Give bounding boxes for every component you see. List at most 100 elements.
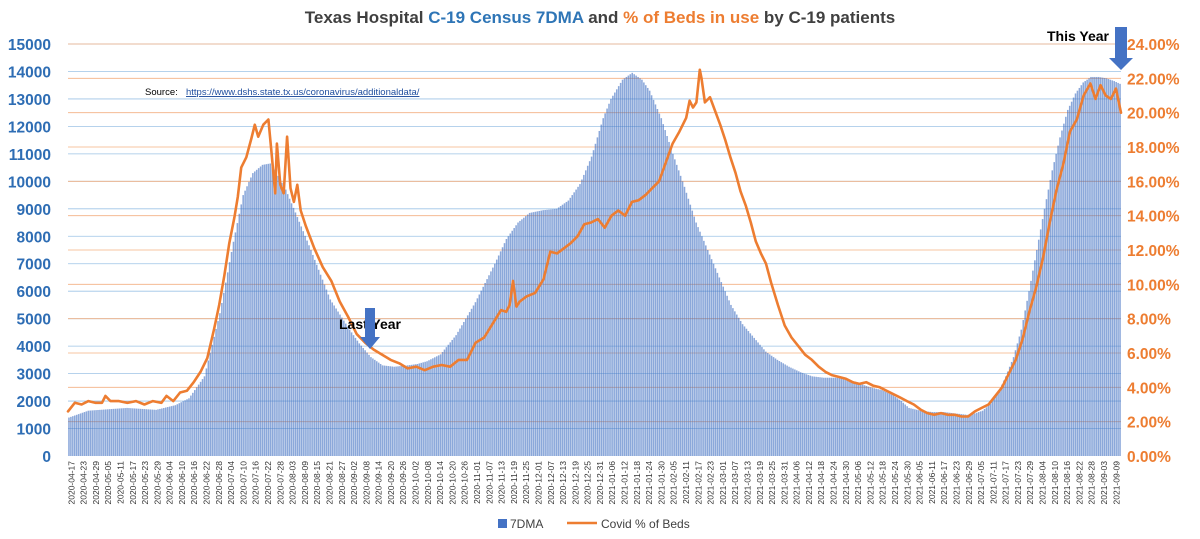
bar-7dma [805, 374, 808, 456]
x-axis-tick-label: 2020-07-28 [275, 461, 285, 505]
bar-7dma [801, 372, 804, 456]
bar-7dma [879, 389, 881, 456]
bar-7dma [166, 407, 169, 456]
bar-7dma [246, 186, 248, 456]
chart-title-suffix: by C-19 patients [759, 8, 895, 27]
left-axis-tick-label: 3000 [17, 367, 51, 384]
bar-7dma [352, 335, 355, 456]
bar-7dma [505, 239, 508, 456]
bar-7dma [894, 396, 897, 456]
x-axis-tick-label: 2021-01-18 [632, 461, 642, 505]
bar-7dma [385, 365, 388, 456]
bar-7dma [1012, 357, 1015, 456]
left-axis-tick-label: 6000 [17, 284, 51, 301]
x-axis-tick-label: 2021-09-03 [1099, 461, 1109, 505]
x-axis-tick-label: 2021-07-11 [988, 461, 998, 504]
right-axis-tick-label: 12.00% [1127, 243, 1180, 260]
bar-7dma [135, 408, 138, 456]
bar-7dma [141, 408, 144, 456]
bar-7dma [244, 190, 246, 457]
bar-7dma [89, 410, 92, 456]
right-axis-tick-label: 0.00% [1127, 449, 1171, 466]
bar-7dma [664, 130, 666, 456]
bar-7dma [426, 361, 428, 456]
bar-7dma [776, 359, 779, 456]
x-axis-tick-label: 2021-04-30 [841, 461, 851, 505]
bar-7dma [77, 414, 80, 456]
bar-7dma [362, 347, 364, 456]
bar-7dma [242, 195, 244, 456]
left-axis-ticks: 0 1000 2000 3000 4000 5000 6000 7000 8000 9000 100… [8, 37, 51, 466]
bar-7dma [408, 365, 411, 456]
left-axis-tick-label: 11000 [9, 147, 51, 164]
bar-7dma [741, 324, 744, 456]
left-axis-tick-label: 10000 [8, 174, 51, 191]
bar-7dma [259, 166, 262, 456]
bar-7dma [774, 358, 777, 456]
bar-7dma [865, 385, 868, 456]
right-axis-tick-label: 14.00% [1127, 209, 1180, 226]
bar-7dma [492, 267, 494, 456]
bar-7dma [972, 413, 974, 456]
x-axis-tick-label: 2020-08-09 [300, 461, 310, 505]
bar-7dma [261, 164, 264, 456]
chart-title: Texas Hospital C-19 Census 7DMA and % of… [305, 8, 895, 27]
bar-7dma [540, 210, 543, 456]
bar-7dma [358, 343, 361, 456]
bar-7dma [952, 413, 955, 456]
bar-7dma [825, 377, 827, 456]
bar-7dma [552, 209, 554, 456]
bar-7dma [693, 216, 695, 456]
x-axis-tick-label: 2020-12-13 [558, 461, 568, 505]
bar-7dma [720, 282, 723, 456]
bar-7dma [807, 374, 810, 456]
x-axis-tick-label: 2020-10-20 [447, 461, 457, 505]
x-axis-tick-label: 2021-06-05 [915, 461, 925, 505]
x-axis-tick-label: 2020-06-10 [177, 461, 187, 505]
bar-7dma [455, 335, 457, 456]
bar-7dma [652, 99, 655, 456]
bar-7dma [993, 398, 995, 456]
bar-7dma [753, 337, 755, 456]
bar-7dma [689, 204, 692, 456]
bar-7dma [586, 165, 589, 456]
bar-7dma [896, 398, 899, 456]
bar-7dma [370, 357, 372, 456]
bar-7dma [118, 408, 121, 456]
bar-7dma [333, 305, 335, 456]
bar-7dma [854, 381, 856, 456]
bar-7dma [633, 74, 635, 457]
bar-7dma [377, 362, 380, 456]
bar-7dma [339, 314, 341, 456]
bar-7dma [354, 337, 357, 456]
bar-7dma [523, 217, 525, 456]
left-axis-tick-label: 1000 [17, 422, 51, 439]
bar-7dma [157, 409, 159, 456]
bar-7dma [488, 275, 490, 456]
bar-7dma [929, 411, 932, 456]
x-axis-tick-label: 2020-04-17 [66, 461, 76, 505]
bar-7dma [532, 212, 535, 456]
bar-7dma [406, 365, 409, 456]
bar-7dma [697, 227, 699, 456]
legend-covid-pct-label: Covid % of Beds [601, 517, 690, 531]
bar-series-7dma [68, 72, 1121, 457]
bar-7dma [435, 356, 438, 456]
bar-7dma [908, 407, 910, 456]
bar-7dma [987, 405, 990, 456]
bar-7dma [766, 353, 769, 456]
bar-7dma [848, 379, 850, 456]
bar-7dma [116, 408, 119, 456]
bar-7dma [422, 362, 424, 456]
bar-7dma [675, 164, 678, 456]
bar-7dma [881, 390, 883, 456]
source-link[interactable]: https://www.dshs.state.tx.us/coronavirus… [186, 87, 420, 98]
x-axis-tick-label: 2020-12-31 [595, 461, 605, 505]
chart-title-prefix: Texas Hospital [305, 8, 428, 27]
bar-7dma [958, 413, 961, 456]
bar-7dma [197, 384, 200, 456]
bar-7dma [706, 250, 709, 456]
bar-7dma [526, 214, 529, 456]
bar-7dma [495, 259, 498, 456]
bar-7dma [219, 313, 221, 456]
